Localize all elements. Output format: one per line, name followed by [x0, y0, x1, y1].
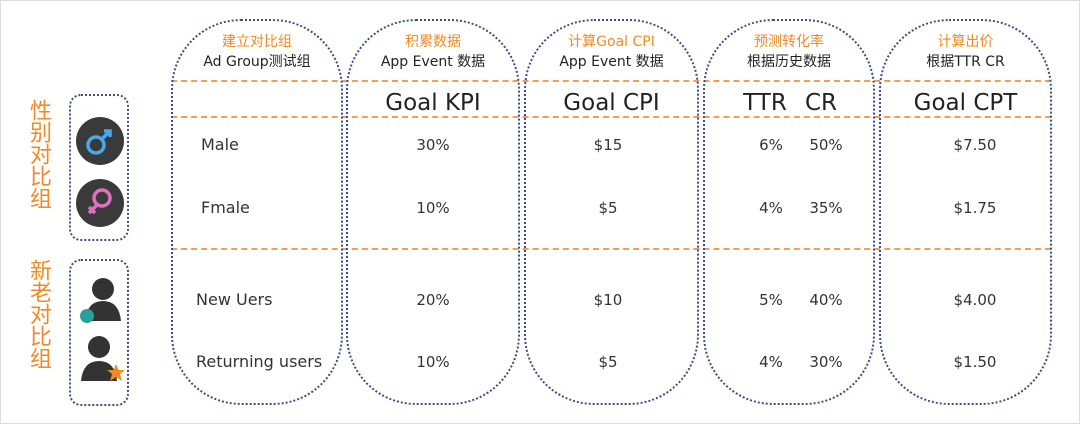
column-frame	[346, 19, 520, 405]
row-name: Fmale	[201, 198, 250, 217]
divider	[171, 248, 1051, 250]
icon-box	[69, 94, 129, 241]
column-heading: CR	[804, 90, 838, 116]
row-name: Male	[201, 135, 239, 154]
column-frame	[524, 19, 699, 405]
cell-value: 10%	[416, 353, 450, 371]
cell-value: 50%	[809, 136, 843, 154]
column-heading: Goal CPT	[913, 90, 1018, 116]
cell-value: 35%	[809, 199, 843, 217]
column-subtitle: Ad Group测试组	[203, 54, 311, 70]
cell-value: 4%	[759, 199, 783, 217]
icon-box	[69, 259, 129, 406]
cell-value: $7.50	[953, 136, 997, 154]
icons	[76, 117, 124, 323]
cell-value: 6%	[759, 136, 783, 154]
cell-value: 4%	[759, 353, 783, 371]
column-frame	[171, 19, 343, 405]
cell-value: $1.75	[953, 199, 997, 217]
cell-value: 10%	[416, 199, 450, 217]
cell-value: 30%	[416, 136, 450, 154]
cell-value: $5	[598, 199, 618, 217]
row-name: Returning users	[196, 352, 323, 371]
group-label: 新老对比组	[26, 259, 51, 369]
row-name: New Uers	[196, 290, 273, 309]
column-subtitle: 根据历史数据	[747, 54, 831, 70]
cell-value: 30%	[809, 353, 843, 371]
column-frame	[703, 19, 875, 405]
group-label: 性别对比组	[26, 99, 51, 209]
column-title: 建立对比组	[222, 34, 292, 50]
column-frame	[879, 19, 1052, 405]
column-heading: Goal KPI	[385, 90, 481, 116]
divider	[171, 116, 1051, 118]
column-subtitle: App Event 数据	[380, 54, 486, 70]
cell-value: 5%	[759, 291, 783, 309]
cell-value: $5	[598, 353, 618, 371]
column-heading: Goal CPI	[563, 90, 660, 116]
column-subtitle: 根据TTR CR	[926, 54, 1005, 70]
column-subtitle: App Event 数据	[559, 54, 664, 70]
column-heading: TTR	[743, 90, 787, 116]
icons	[81, 336, 125, 381]
cell-value: $15	[593, 136, 623, 154]
cell-value: $10	[593, 291, 623, 309]
cell-value: $4.00	[953, 291, 997, 309]
divider	[171, 80, 1051, 82]
column-title: 计算出价	[937, 34, 994, 50]
column-title: 积累数据	[405, 34, 461, 50]
column-title: 预测转化率	[754, 34, 824, 50]
cell-value: 20%	[416, 291, 450, 309]
cell-value: 40%	[809, 291, 843, 309]
column-title: 计算Goal CPI	[568, 34, 655, 50]
cell-value: $1.50	[953, 353, 997, 371]
